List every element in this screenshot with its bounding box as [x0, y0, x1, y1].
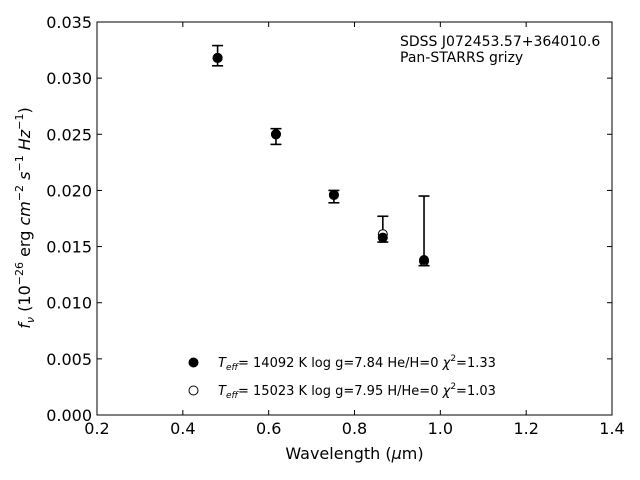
y-tick-label: 0.035 [46, 13, 92, 32]
x-tick-label: 0.6 [256, 419, 281, 438]
model-point-filled [328, 189, 339, 200]
legend-marker-open [188, 385, 199, 396]
data-marks [212, 44, 430, 267]
model-point-filled [212, 52, 223, 63]
y-tick-label: 0.015 [46, 238, 92, 257]
legend-1-chi2: =1.33 [456, 356, 496, 371]
model-point-filled [377, 232, 388, 243]
y-tick-label: 0.020 [46, 181, 92, 200]
legend-entry-1: Teff= 14092 K log g=7.84 He/H=0 χ2=1.33 [218, 354, 496, 373]
model-point-filled [270, 129, 281, 140]
legend-2-chi2: =1.03 [456, 384, 496, 399]
y-tick-label: 0.010 [46, 294, 92, 313]
x-tick-label: 1.4 [599, 419, 624, 438]
legend-marker-filled [188, 357, 199, 368]
legend-1-teff: 14092 K [253, 356, 307, 371]
legend-2-teff: 15023 K [253, 384, 307, 399]
x-tick-label: 1.2 [513, 419, 538, 438]
legend-entry-2: Teff= 15023 K log g=7.95 H/He=0 χ2=1.03 [218, 382, 496, 401]
legend-1-logg: log g=7.84 [311, 356, 383, 371]
x-tick-label: 0.4 [170, 419, 195, 438]
y-tick-label: 0.030 [46, 69, 92, 88]
legend-2-comp: H/He=0 [387, 384, 438, 399]
x-axis-label: Wavelength (μm) [285, 444, 423, 463]
x-tick-label: 0.8 [342, 419, 367, 438]
y-tick-label: 0.000 [46, 406, 92, 425]
legend-2-logg: log g=7.95 [311, 384, 383, 399]
y-tick-label: 0.005 [46, 350, 92, 369]
annotation-object-name: SDSS J072453.57+364010.6 [400, 34, 600, 50]
x-tick-label: 0.2 [84, 419, 109, 438]
legend: Teff= 14092 K log g=7.84 He/H=0 χ2=1.33 … [188, 354, 496, 401]
y-tick-label: 0.025 [46, 125, 92, 144]
x-tick-label: 1.0 [428, 419, 453, 438]
y-axis-label: fν (10−26 erg cm−2 s−1 Hz−1) [13, 107, 37, 328]
axis-ticks: 0.2 0.4 0.6 0.8 1.0 1.2 1.4 0.000 0.005 0.010 0.01… [46, 13, 625, 438]
annotation-survey: Pan-STARRS grizy [400, 50, 523, 66]
model-point-filled [419, 255, 430, 266]
legend-1-comp: He/H=0 [387, 356, 438, 371]
axes-frame [96, 21, 613, 416]
